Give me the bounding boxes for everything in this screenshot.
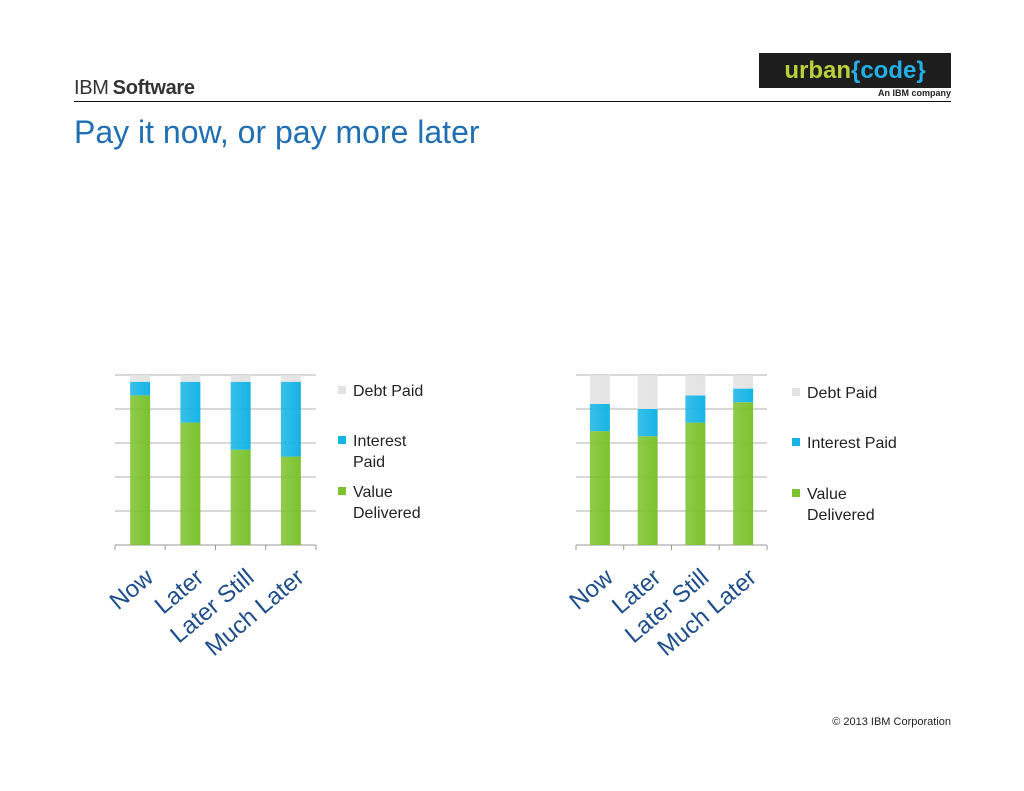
bar-segment-value-delivered: [130, 395, 151, 545]
bar-segment-value-delivered: [589, 431, 610, 545]
legend-swatch: [338, 386, 346, 394]
logo-tagline: An IBM company: [877, 88, 951, 98]
legend-swatch: [338, 487, 346, 495]
bar-segment-value-delivered: [180, 422, 201, 545]
bar-segment-debt-paid: [637, 375, 658, 409]
header-rule: [74, 101, 951, 102]
legend-swatch: [792, 388, 800, 396]
bar-segment-interest-paid: [733, 388, 754, 403]
bar-segment-debt-paid: [589, 375, 610, 404]
bar-segment-value-delivered: [733, 402, 754, 545]
bar-segment-debt-paid: [685, 375, 706, 396]
bar-segment-debt-paid: [130, 375, 151, 382]
bar-segment-interest-paid: [685, 395, 706, 423]
brand-wordmark: IBM Software: [74, 77, 195, 101]
bar-segment-value-delivered: [685, 422, 706, 545]
bar-segment-interest-paid: [280, 381, 301, 457]
bar-segment-value-delivered: [637, 436, 658, 545]
logo-word: urban: [784, 56, 851, 84]
brand-software: Software: [112, 77, 195, 99]
copyright: © 2013 IBM Corporation: [832, 716, 951, 728]
legend-label: Value Delivered: [353, 484, 421, 522]
bar-segment-debt-paid: [230, 375, 251, 382]
legend-label: Interest Paid: [807, 435, 897, 452]
bar-segment-debt-paid: [280, 375, 301, 382]
logo-braced: {code}: [850, 56, 926, 84]
category-label: Now: [564, 563, 619, 615]
legend-label: Debt Paid: [353, 383, 423, 400]
legend-swatch: [338, 436, 346, 444]
bar-segment-interest-paid: [230, 381, 251, 450]
urbancode-logo: urban {code}: [759, 53, 951, 88]
category-label: Now: [105, 563, 160, 615]
bar-segment-interest-paid: [130, 381, 151, 396]
legend-swatch: [792, 489, 800, 497]
bar-segment-interest-paid: [637, 409, 658, 437]
bar-segment-interest-paid: [180, 381, 201, 423]
legend-label: Debt Paid: [807, 385, 877, 402]
page-title: Pay it now, or pay more later: [74, 114, 480, 150]
legend-label: Value Delivered: [807, 486, 875, 524]
legend-swatch: [792, 438, 800, 446]
bar-segment-value-delivered: [280, 456, 301, 545]
brand-ibm: IBM: [74, 77, 109, 99]
legend-label: Interest Paid: [353, 433, 407, 471]
bar-segment-value-delivered: [230, 449, 251, 545]
bar-segment-debt-paid: [180, 375, 201, 382]
bar-segment-debt-paid: [733, 375, 754, 389]
bar-segment-interest-paid: [589, 403, 610, 432]
